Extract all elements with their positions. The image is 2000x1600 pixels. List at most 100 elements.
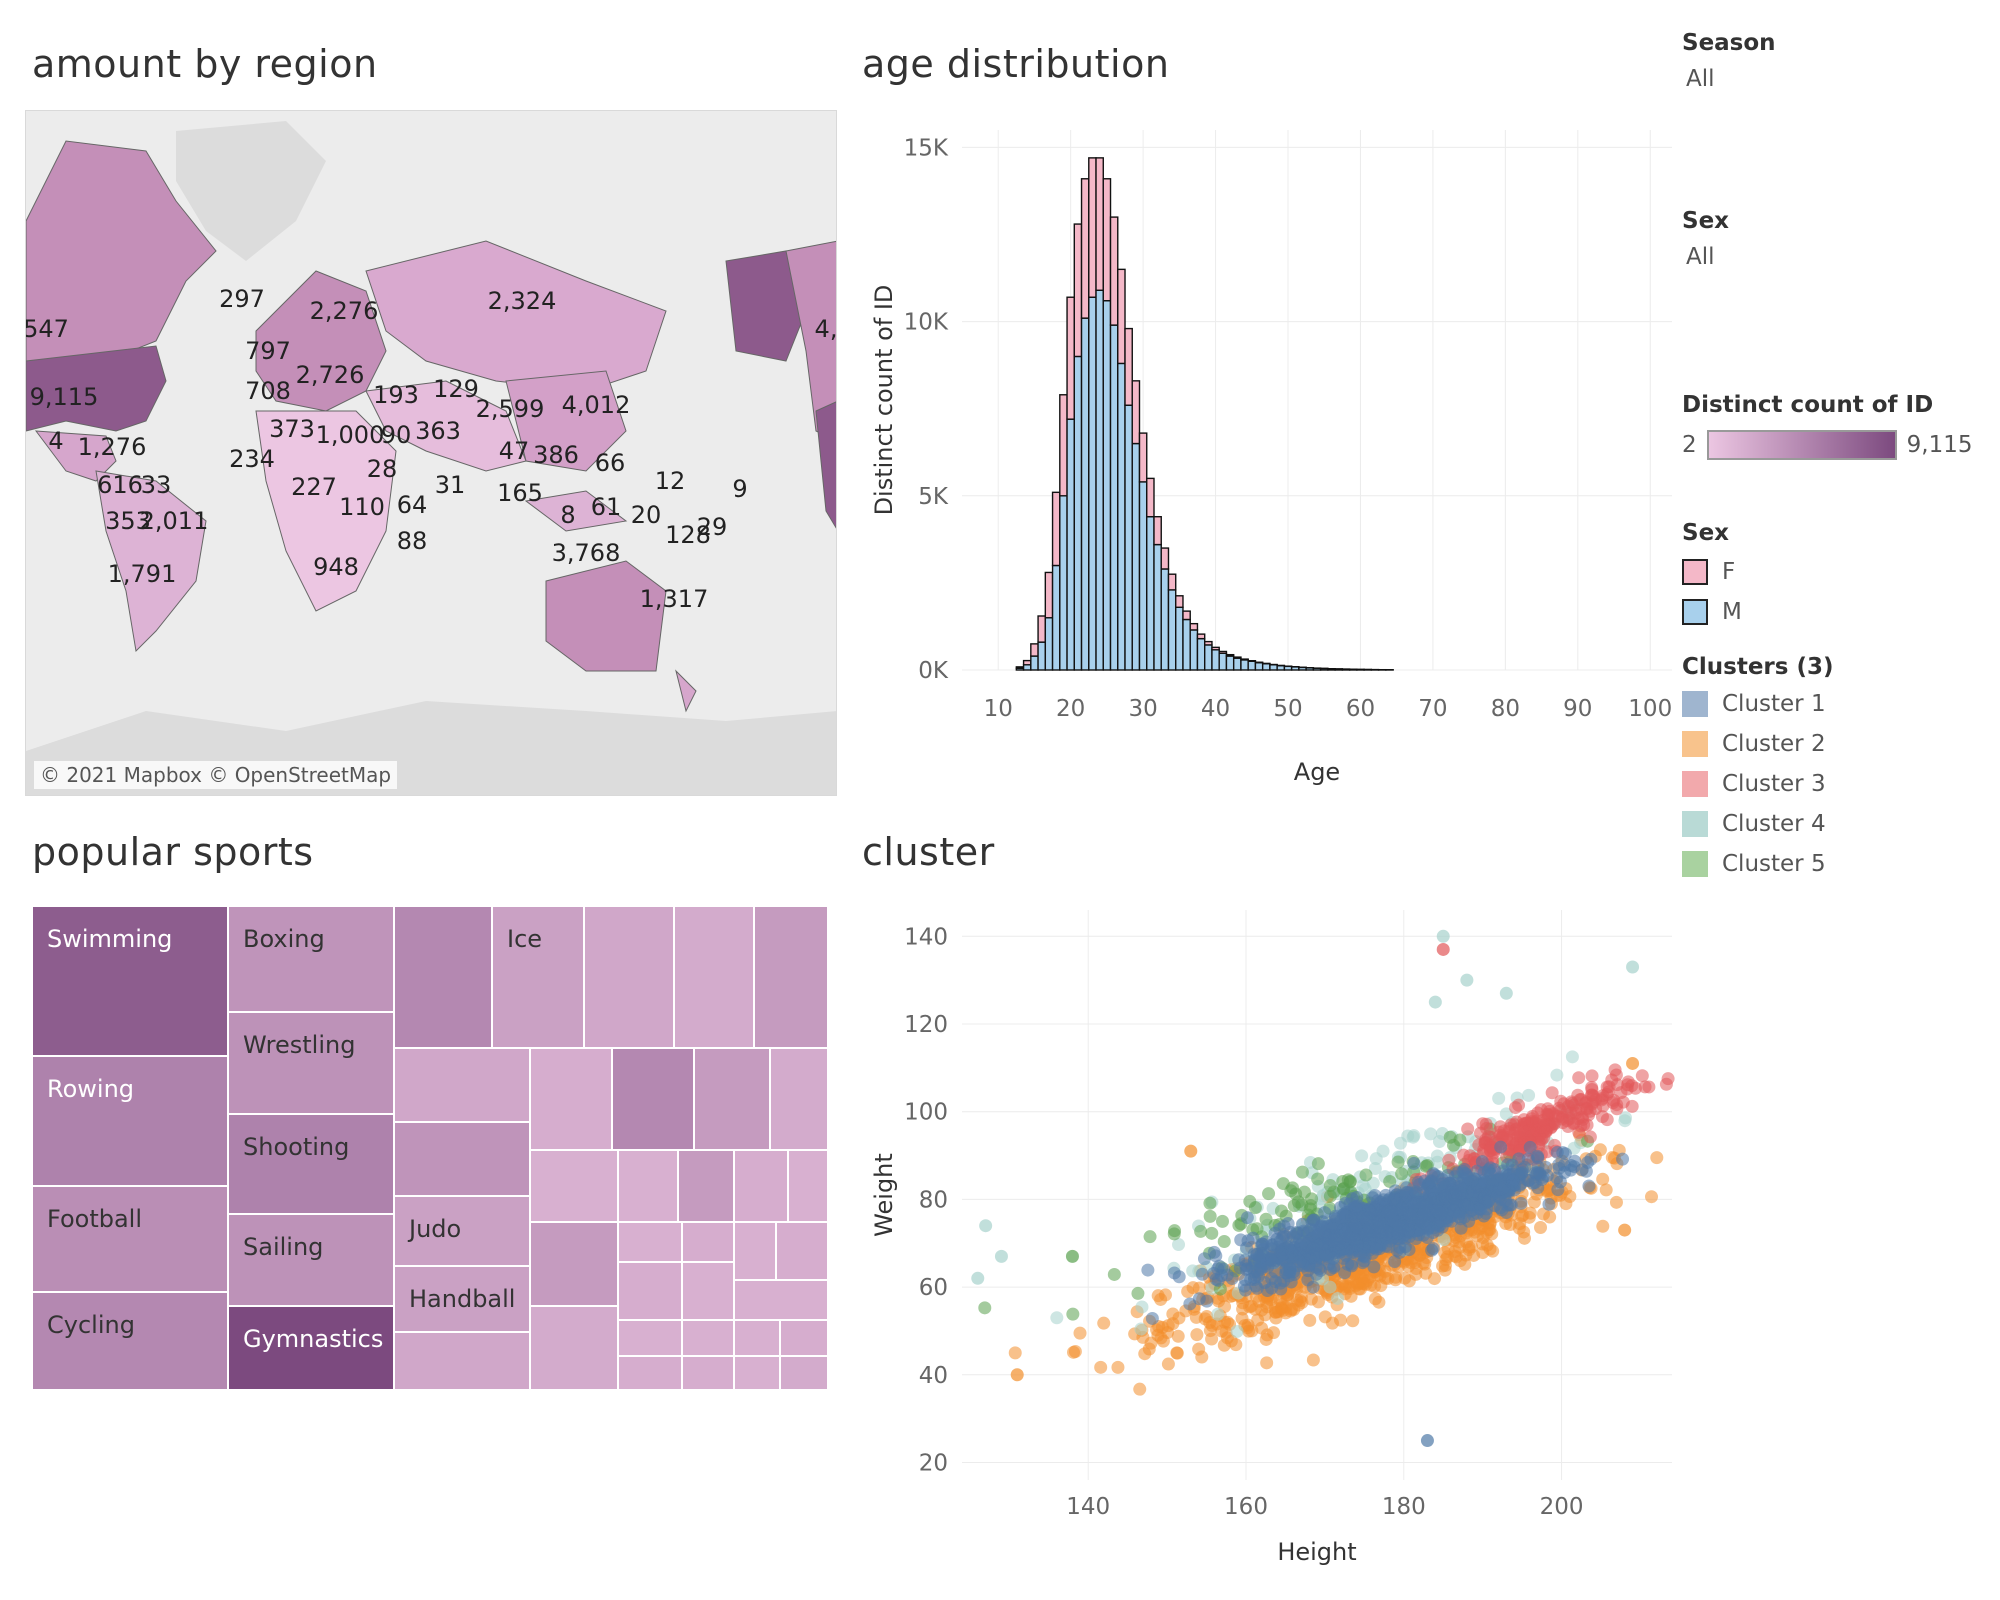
map-label[interactable]: 3,768 (551, 539, 621, 567)
map-label[interactable]: 128 (665, 521, 711, 549)
map-label[interactable]: 4, (814, 315, 837, 343)
map-label[interactable]: 9 (732, 475, 748, 503)
treemap-cell-gymnastics[interactable]: Gymnastics (228, 1306, 394, 1390)
treemap-cell[interactable] (678, 1150, 734, 1222)
map-label[interactable]: 353 (105, 507, 151, 535)
season-filter[interactable]: Season All (1682, 30, 1982, 92)
treemap-cell-ice[interactable]: Ice (492, 906, 584, 1048)
treemap-cell[interactable] (618, 1320, 682, 1356)
treemap-cell-handball[interactable]: Handball (394, 1266, 530, 1332)
treemap-cell-swimming[interactable]: Swimming (32, 906, 228, 1056)
map-label[interactable]: 363 (415, 417, 461, 445)
cluster-scatter-chart[interactable]: 140 160 180 200 20 40 60 80 100 120 140 Height Weigh… (862, 890, 1682, 1580)
map-label[interactable]: 28 (366, 455, 398, 483)
map-label[interactable]: 616 (97, 471, 143, 499)
map-label[interactable]: 708 (245, 377, 291, 405)
age-distribution-chart[interactable]: 10 20 30 40 50 60 70 80 90 100 0K 5K 10K 15K Age Distin… (862, 110, 1682, 810)
treemap-cell[interactable] (682, 1222, 734, 1262)
map-label[interactable]: 2,324 (487, 287, 557, 315)
treemap-cell-shooting[interactable]: Shooting (228, 1114, 394, 1214)
world-map[interactable]: 547 9,115 4 1,276 616 33 353 2,011 1,791… (25, 110, 837, 796)
legend-item-cluster-1[interactable]: Cluster 1 (1682, 684, 1982, 724)
treemap-cell-football[interactable]: Football (32, 1186, 228, 1292)
map-label[interactable]: 227 (291, 473, 337, 501)
treemap-cell[interactable] (682, 1320, 734, 1356)
map-label[interactable]: 47 (498, 437, 530, 465)
map-label[interactable]: 1,317 (639, 585, 709, 613)
treemap-cell[interactable] (394, 1122, 530, 1196)
treemap-cell-cycling[interactable]: Cycling (32, 1292, 228, 1390)
map-label[interactable]: 9,115 (29, 383, 99, 411)
map-label[interactable]: 373 (269, 415, 315, 443)
treemap-cell[interactable] (776, 1222, 828, 1280)
legend-item-m[interactable]: M (1682, 592, 1982, 632)
map-label[interactable]: 110 (339, 493, 385, 521)
treemap-cell[interactable] (780, 1356, 828, 1390)
treemap-cell[interactable] (734, 1150, 788, 1222)
sex-filter[interactable]: Sex All (1682, 208, 1982, 270)
map-label[interactable]: 20 (630, 501, 662, 529)
map-label[interactable]: 2,276 (309, 297, 379, 325)
treemap-cell[interactable] (618, 1222, 682, 1262)
map-label[interactable]: 66 (594, 449, 626, 477)
map-label[interactable]: 2,011 (139, 507, 209, 535)
map-label[interactable]: 29 (696, 513, 728, 541)
legend-item-f[interactable]: F (1682, 552, 1982, 592)
treemap-cell[interactable] (530, 1222, 618, 1306)
map-label[interactable]: 61 (590, 493, 622, 521)
treemap-cell[interactable] (682, 1262, 734, 1320)
treemap-cell[interactable] (394, 1048, 530, 1122)
sex-filter-value[interactable]: All (1686, 244, 1715, 270)
map-label[interactable]: 31 (434, 471, 466, 499)
map-label[interactable]: 4,012 (561, 391, 631, 419)
map-label[interactable]: 1,000 (315, 421, 385, 449)
treemap-cell-wrestling[interactable]: Wrestling (228, 1012, 394, 1114)
map-label[interactable]: 90 (380, 421, 412, 449)
treemap-cell[interactable] (612, 1048, 694, 1150)
map-label[interactable]: 33 (140, 471, 172, 499)
treemap-cell[interactable] (530, 1150, 618, 1222)
map-label[interactable]: 2,599 (475, 395, 545, 423)
treemap-cell[interactable] (734, 1320, 780, 1356)
map-label[interactable]: 1,791 (107, 560, 177, 588)
map-label[interactable]: 193 (373, 381, 419, 409)
treemap-cell[interactable] (530, 1048, 612, 1150)
map-label[interactable]: 948 (313, 553, 359, 581)
treemap-cell[interactable] (618, 1356, 682, 1390)
treemap-cell[interactable] (584, 906, 674, 1048)
treemap-cell[interactable] (770, 1048, 828, 1150)
treemap-cell[interactable] (734, 1280, 828, 1320)
treemap-cell[interactable] (788, 1150, 828, 1222)
treemap-cell-judo[interactable]: Judo (394, 1196, 530, 1266)
map-label[interactable]: 129 (433, 375, 479, 403)
map-label[interactable]: 2,726 (295, 361, 365, 389)
legend-item-cluster-3[interactable]: Cluster 3 (1682, 764, 1982, 804)
map-label[interactable]: 1,276 (77, 433, 147, 461)
map-label[interactable]: 12 (654, 467, 686, 495)
treemap-cell[interactable] (682, 1356, 734, 1390)
treemap-cell[interactable] (780, 1320, 828, 1356)
legend-item-cluster-5[interactable]: Cluster 5 (1682, 844, 1982, 884)
treemap-cell[interactable] (754, 906, 828, 1048)
treemap-cell-rowing[interactable]: Rowing (32, 1056, 228, 1186)
map-label[interactable]: 64 (396, 491, 428, 519)
treemap-cell[interactable] (394, 906, 492, 1048)
map-label[interactable]: 4 (48, 427, 64, 455)
treemap-cell[interactable] (734, 1356, 780, 1390)
treemap-cell-boxing[interactable]: Boxing (228, 906, 394, 1012)
treemap-cell[interactable] (618, 1262, 682, 1320)
map-attribution[interactable]: © 2021 Mapbox © OpenStreetMap (34, 761, 398, 789)
legend-item-cluster-4[interactable]: Cluster 4 (1682, 804, 1982, 844)
treemap-cell[interactable] (694, 1048, 770, 1150)
treemap-cell[interactable] (530, 1306, 618, 1390)
treemap-cell[interactable] (734, 1222, 776, 1280)
map-label[interactable]: 547 (25, 315, 69, 343)
legend-item-cluster-2[interactable]: Cluster 2 (1682, 724, 1982, 764)
popular-sports-treemap[interactable]: Swimming Rowing Football Cycling Boxing … (32, 906, 828, 1390)
map-label[interactable]: 8 (560, 501, 576, 529)
treemap-cell[interactable] (674, 906, 754, 1048)
treemap-cell-sailing[interactable]: Sailing (228, 1214, 394, 1306)
map-label[interactable]: 234 (229, 445, 275, 473)
treemap-cell[interactable] (618, 1150, 678, 1222)
season-filter-value[interactable]: All (1686, 66, 1715, 92)
